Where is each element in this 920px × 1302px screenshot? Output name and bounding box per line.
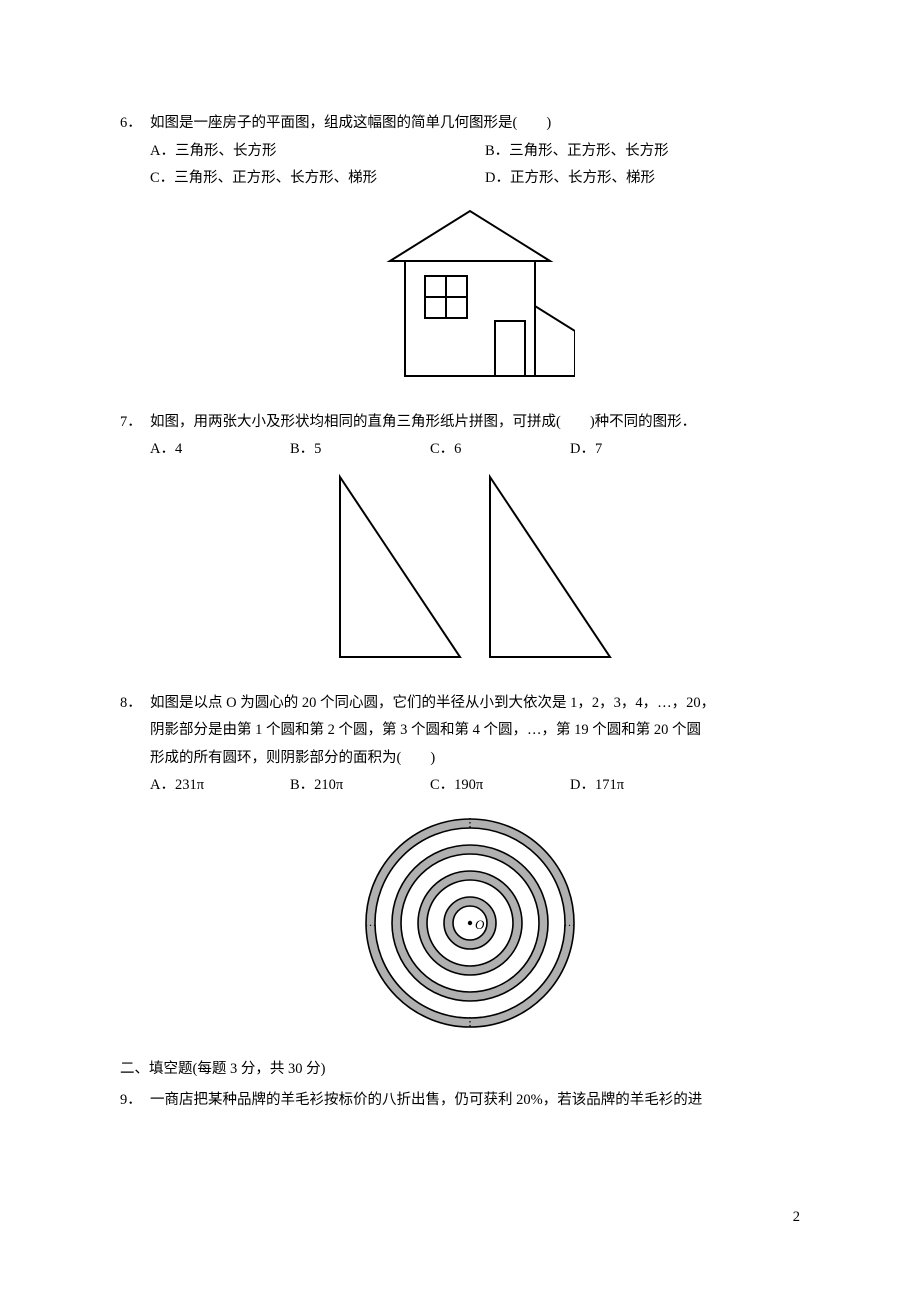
q6-option-d: D．正方形、长方形、梯形 — [485, 165, 820, 193]
svg-text:…: … — [365, 915, 377, 929]
q9-number: 9． — [120, 1087, 150, 1115]
q9-stem: 一商店把某种品牌的羊毛衫按标价的八折出售，仍可获利 20%，若该品牌的羊毛衫的进 — [150, 1087, 820, 1115]
svg-text:O: O — [475, 917, 485, 932]
q6-option-b: B．三角形、正方形、长方形 — [485, 138, 820, 166]
question-6: 6． 如图是一座房子的平面图，组成这幅图的简单几何图形是( ) A．三角形、长方… — [120, 110, 820, 391]
q7-option-b: B．5 — [290, 436, 430, 464]
q8-line3: 形成的所有圆环，则阴影部分的面积为( ) — [150, 745, 820, 773]
svg-text:…: … — [564, 915, 576, 929]
q6-stem: 如图是一座房子的平面图，组成这幅图的简单几何图形是( ) — [150, 110, 820, 138]
concentric-circles-figure: O … … ⋮ ⋮ — [355, 808, 585, 1038]
q8-line1: 如图是以点 O 为圆心的 20 个同心圆，它们的半径从小到大依次是 1，2，3，… — [150, 690, 820, 718]
q7-number: 7． — [120, 409, 150, 437]
page-number: 2 — [793, 1204, 800, 1232]
q8-option-b: B．210π — [290, 772, 430, 800]
triangles-figure — [310, 472, 630, 672]
q8-line2: 阴影部分是由第 1 个圆和第 2 个圆，第 3 个圆和第 4 个圆，…，第 19… — [150, 717, 820, 745]
q8-option-a: A．231π — [150, 772, 290, 800]
q7-option-a: A．4 — [150, 436, 290, 464]
q6-option-c: C．三角形、正方形、长方形、梯形 — [150, 165, 485, 193]
question-9: 9． 一商店把某种品牌的羊毛衫按标价的八折出售，仍可获利 20%，若该品牌的羊毛… — [120, 1087, 820, 1115]
question-7: 7． 如图，用两张大小及形状均相同的直角三角形纸片拼图，可拼成( )种不同的图形… — [120, 409, 820, 672]
q8-number: 8． — [120, 690, 150, 718]
q7-stem: 如图，用两张大小及形状均相同的直角三角形纸片拼图，可拼成( )种不同的图形． — [150, 409, 820, 437]
q7-option-d: D．7 — [570, 436, 710, 464]
svg-text:⋮: ⋮ — [464, 815, 476, 829]
q6-option-a: A．三角形、长方形 — [150, 138, 485, 166]
q7-option-c: C．6 — [430, 436, 570, 464]
svg-text:⋮: ⋮ — [464, 1014, 476, 1028]
section-2-header: 二、填空题(每题 3 分，共 30 分) — [120, 1056, 820, 1084]
question-8: 8． 如图是以点 O 为圆心的 20 个同心圆，它们的半径从小到大依次是 1，2… — [120, 690, 820, 1038]
q6-number: 6． — [120, 110, 150, 138]
q8-option-d: D．171π — [570, 772, 710, 800]
q8-option-c: C．190π — [430, 772, 570, 800]
house-figure — [365, 201, 575, 391]
